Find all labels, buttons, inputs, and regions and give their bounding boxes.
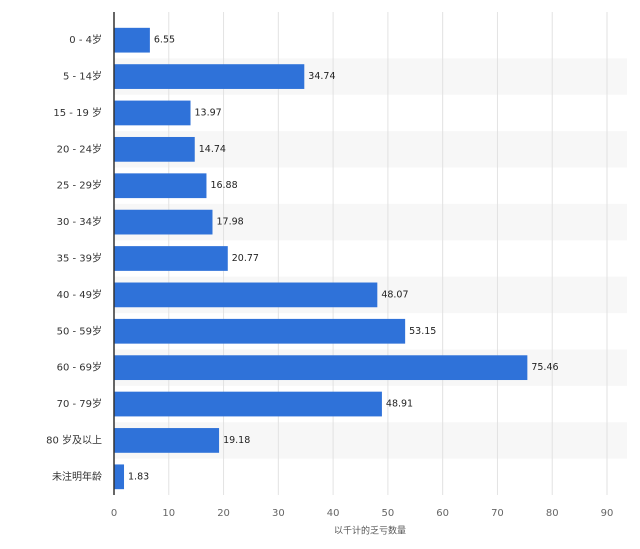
value-label: 53.15: [409, 326, 436, 337]
bar: [114, 391, 382, 417]
value-label: 6.55: [154, 35, 175, 46]
x-tick-label: 60: [436, 508, 449, 519]
bar: [114, 64, 305, 89]
x-tick-label: 70: [491, 508, 504, 519]
bar: [114, 428, 220, 453]
x-tick-label: 90: [601, 508, 614, 519]
row-band: [114, 131, 627, 168]
y-tick-label: 70 - 79岁: [57, 397, 102, 410]
bar: [114, 282, 378, 308]
bar: [114, 209, 213, 235]
value-label: 17.98: [216, 217, 243, 228]
x-tick-label: 0: [111, 508, 117, 519]
value-label: 75.46: [531, 362, 558, 373]
y-tick-label: 未注明年龄: [52, 470, 102, 483]
y-tick-label: 15 - 19 岁: [53, 106, 102, 119]
value-label: 48.07: [381, 289, 408, 300]
y-tick-label: 35 - 39岁: [57, 252, 102, 265]
x-tick-label: 40: [327, 508, 340, 519]
bar: [114, 173, 207, 199]
bar: [114, 246, 228, 271]
bar: [114, 27, 150, 53]
bar: [114, 318, 406, 344]
x-tick-label: 10: [162, 508, 175, 519]
y-tick-label: 0 - 4岁: [69, 33, 102, 46]
value-label: 34.74: [308, 71, 335, 82]
value-label: 16.88: [210, 180, 237, 191]
x-axis-title: 以千计的乏亏数量: [334, 525, 406, 537]
y-tick-label: 40 - 49岁: [57, 288, 102, 301]
value-label: 13.97: [195, 107, 222, 118]
x-tick-label: 30: [272, 508, 285, 519]
y-tick-label: 30 - 34岁: [57, 215, 102, 228]
x-tick-label: 50: [382, 508, 395, 519]
y-tick-label: 50 - 59岁: [57, 324, 102, 337]
value-label: 14.74: [199, 144, 226, 155]
y-tick-label: 5 - 14岁: [63, 70, 102, 83]
bar: [114, 100, 191, 126]
y-tick-label: 20 - 24岁: [57, 142, 102, 155]
value-label: 19.18: [223, 435, 250, 446]
y-tick-label: 80 岁及以上: [46, 433, 102, 446]
x-tick-label: 80: [546, 508, 559, 519]
y-tick-label: 60 - 69岁: [57, 361, 102, 374]
x-tick-label: 20: [217, 508, 230, 519]
value-label: 20.77: [232, 253, 259, 264]
bar: [114, 355, 528, 381]
value-label: 48.91: [386, 399, 413, 410]
bar: [114, 464, 125, 490]
bar: [114, 136, 195, 162]
y-tick-label: 25 - 29岁: [57, 179, 102, 192]
value-label: 1.83: [128, 471, 149, 482]
